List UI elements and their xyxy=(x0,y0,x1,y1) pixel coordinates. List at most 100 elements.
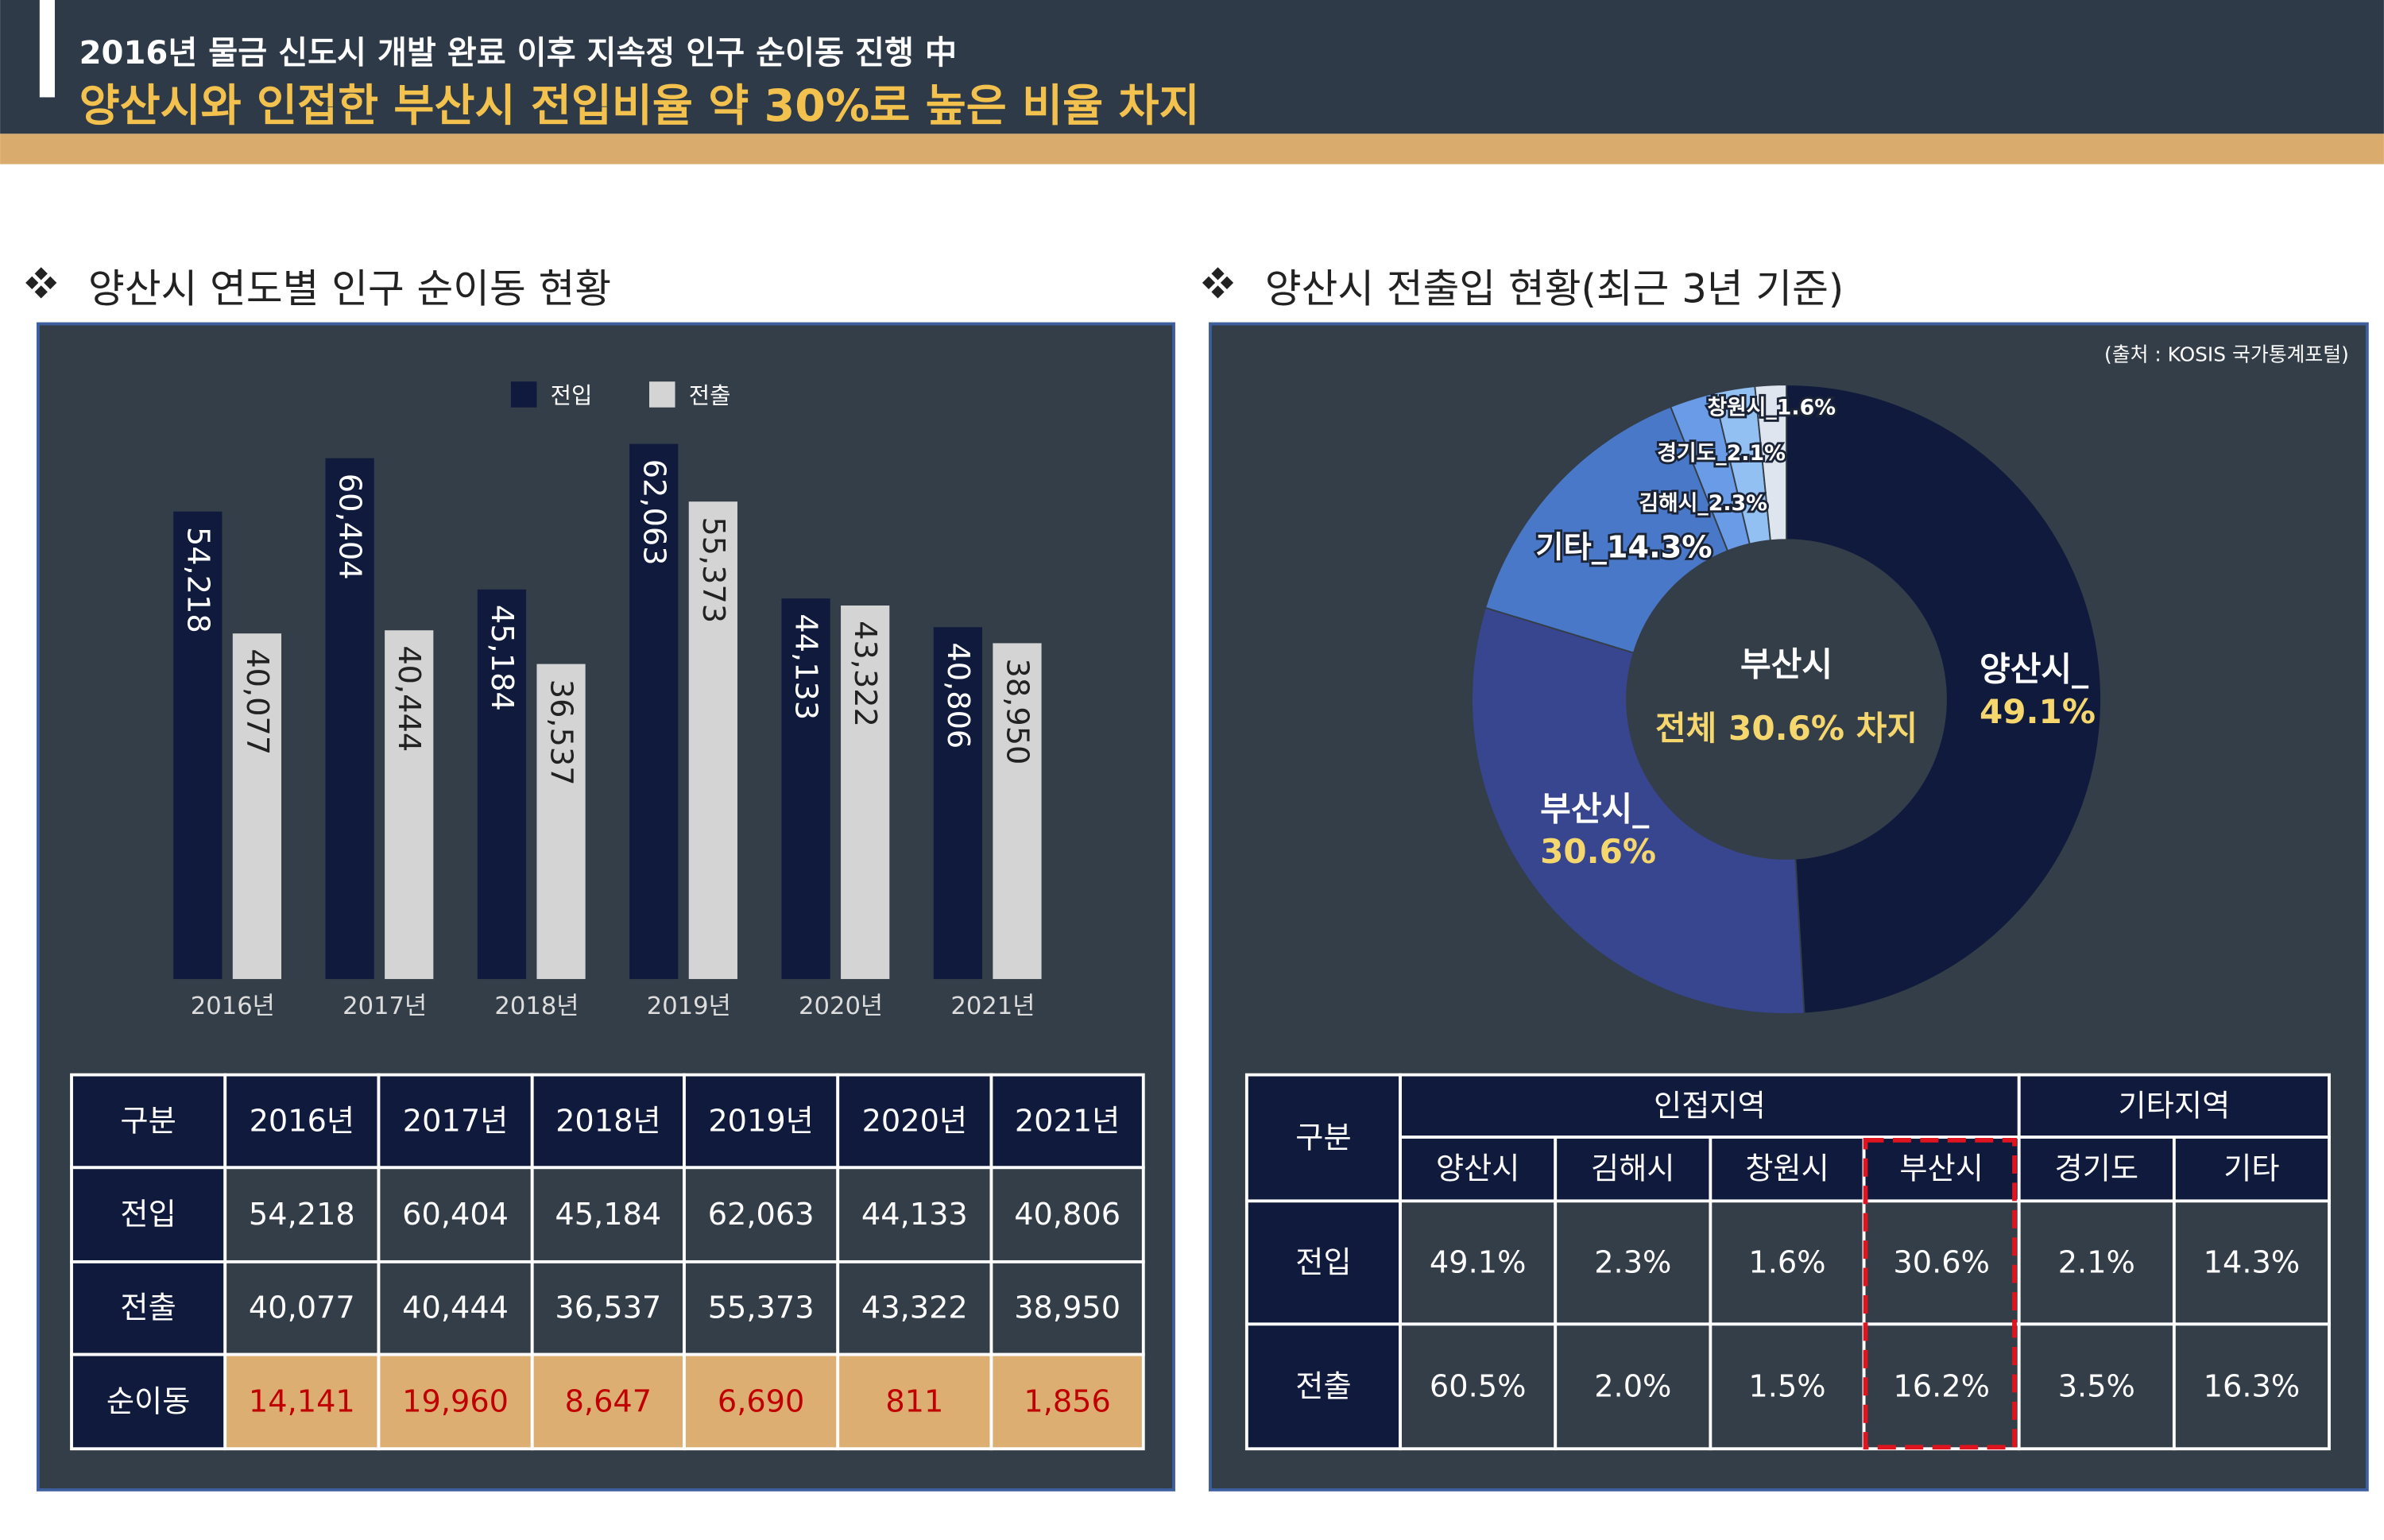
x-tick-label: 2016년 xyxy=(191,992,275,1020)
x-tick-label: 2018년 xyxy=(494,992,579,1020)
table-cell xyxy=(70,1073,227,1170)
slice-value-label: 14.3% xyxy=(1607,529,1713,565)
table-header: 기타 xyxy=(2223,1151,2279,1187)
slice-category: 김해시_ xyxy=(1639,491,1709,516)
highlight-box xyxy=(1863,1137,2017,1450)
table-cell xyxy=(836,1352,993,1451)
table-cell xyxy=(1399,1199,1558,1326)
bar-value-label: 38,950 xyxy=(999,659,1035,765)
table-cell-text: 1,856 xyxy=(1024,1383,1111,1419)
table-cell-text: 전입 xyxy=(120,1197,176,1232)
x-tick-label: 2019년 xyxy=(647,992,731,1020)
slice-category: 경기도_ xyxy=(1657,441,1727,466)
table-cell xyxy=(70,1259,227,1356)
bar xyxy=(781,598,830,980)
slice-label: 기타_14.3% xyxy=(1535,529,1712,565)
bar xyxy=(325,458,374,980)
table-cell-text: 2.3% xyxy=(1594,1244,1671,1280)
bar-value-label: 43,322 xyxy=(847,621,883,727)
slice-value-label: 2.3% xyxy=(1709,491,1767,516)
table-cell xyxy=(2017,1199,2176,1326)
table-cell-text: 49.1% xyxy=(1430,1244,1527,1280)
table-cell-text: 14.3% xyxy=(2204,1244,2301,1280)
table-cell xyxy=(223,1166,381,1263)
bar xyxy=(477,589,527,980)
table-cell xyxy=(1244,1199,1403,1326)
table-cell-text: 8,647 xyxy=(565,1383,652,1419)
table-cell-text: 6,690 xyxy=(718,1383,805,1419)
slice-value-label: 1.6% xyxy=(1777,395,1836,420)
slice-label: 김해시_2.3% xyxy=(1639,491,1767,516)
table-cell-text: 43,322 xyxy=(861,1290,968,1326)
table-cell xyxy=(223,1259,381,1356)
slice-value-label: 30.6% xyxy=(1540,832,1656,871)
table-cell xyxy=(377,1166,534,1263)
header-line2: 양산시와 인접한 부산시 전입비율 약 30%로 높은 비율 차지 xyxy=(79,81,1200,132)
table-cell xyxy=(2172,1136,2331,1203)
table-cell xyxy=(836,1073,993,1170)
bar-value-label: 62,063 xyxy=(636,459,671,566)
bar xyxy=(173,511,223,980)
table-cell xyxy=(989,1259,1145,1356)
bar xyxy=(385,630,434,980)
table-cell-text: 60,404 xyxy=(402,1197,509,1232)
bar-value-label: 55,373 xyxy=(695,517,731,623)
section-title: 양산시 전출입 현황(최근 3년 기준) xyxy=(1265,265,1844,311)
legend-swatch xyxy=(649,381,675,408)
slice-category: 창원시_ xyxy=(1708,395,1778,420)
bar-value-label: 60,404 xyxy=(332,474,368,580)
bar-value-label: 36,537 xyxy=(544,679,579,786)
table-header: 2020년 xyxy=(862,1103,968,1139)
table-cell-text: 40,806 xyxy=(1014,1197,1120,1232)
table-header: 양산시 xyxy=(1436,1151,1520,1187)
bar-value-label: 45,184 xyxy=(484,605,520,711)
bar xyxy=(688,501,737,980)
slice-label: 창원시_1.6% xyxy=(1708,395,1836,420)
table-cell xyxy=(530,1073,686,1170)
bar xyxy=(933,627,982,980)
table-cell xyxy=(2172,1322,2331,1451)
center-label: 부산시 xyxy=(1740,645,1833,684)
table-cell xyxy=(683,1073,840,1170)
table-cell-text: 19,960 xyxy=(402,1383,509,1419)
bar xyxy=(536,664,586,980)
table-cell-text: 38,950 xyxy=(1014,1290,1120,1326)
table-header: 구분 xyxy=(120,1103,176,1139)
header-accent xyxy=(39,0,55,98)
table-cell xyxy=(1862,1136,2021,1203)
table-cell xyxy=(1399,1322,1558,1451)
bar-value-label: 54,218 xyxy=(180,527,215,633)
header-band xyxy=(0,0,2384,134)
table-cell xyxy=(377,1352,534,1451)
x-tick-label: 2021년 xyxy=(950,992,1035,1020)
legend-label: 전출 xyxy=(689,381,731,408)
bar-value-label: 40,806 xyxy=(940,642,976,749)
bar xyxy=(232,633,282,980)
x-tick-label: 2020년 xyxy=(799,992,883,1020)
table-cell-text: 1.5% xyxy=(1748,1368,1825,1404)
table-cell-text: 16.3% xyxy=(2204,1368,2301,1404)
table-cell-text: 36,537 xyxy=(555,1290,661,1326)
table-cell-text: 44,133 xyxy=(861,1197,968,1232)
header-line1: 2016년 물금 신도시 개발 완료 이후 지속정 인구 순이동 진행 中 xyxy=(79,35,958,72)
table-cell-text: 30.6% xyxy=(1893,1244,1990,1280)
table-cell-text: 40,444 xyxy=(402,1290,509,1326)
table-cell xyxy=(836,1166,993,1263)
bar-value-label: 44,133 xyxy=(788,613,824,720)
legend-swatch xyxy=(510,381,537,408)
table-cell-text: 전출 xyxy=(1295,1368,1351,1404)
header-stripe xyxy=(0,133,2384,164)
source-note: (출처 : KOSIS 국가통계포털) xyxy=(2104,342,2349,366)
table-cell-text: 2.1% xyxy=(2058,1244,2135,1280)
bullet-icon xyxy=(25,267,57,299)
table-header: 인접지역 xyxy=(1654,1088,1766,1124)
table-cell-text: 순이동 xyxy=(106,1383,191,1419)
slice-value-label: 49.1% xyxy=(1980,692,2096,731)
table-header: 2018년 xyxy=(555,1103,661,1139)
table-cell xyxy=(989,1073,1145,1170)
table-cell-text: 811 xyxy=(885,1383,943,1419)
table-cell xyxy=(1709,1322,1866,1451)
x-tick-label: 2017년 xyxy=(343,992,427,1020)
table-cell-text: 1.6% xyxy=(1748,1244,1825,1280)
center-label: 전체 30.6% 차지 xyxy=(1655,709,1918,748)
